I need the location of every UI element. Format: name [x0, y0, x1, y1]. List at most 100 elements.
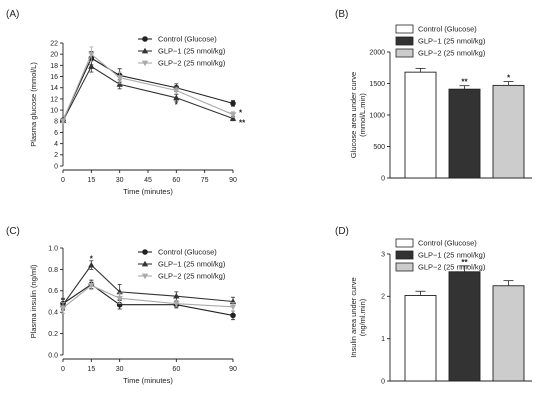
x-tick-label: 0: [61, 366, 65, 373]
data-point: [116, 75, 123, 81]
data-point: [88, 51, 95, 58]
legend-label: Control (Glucose): [418, 25, 477, 34]
legend-label: Control (Glucose): [158, 35, 217, 44]
data-point: [88, 261, 95, 268]
legend-marker: [141, 60, 149, 67]
legend-label: GLP−1 (25 nmol/kg): [158, 47, 226, 56]
y-axis-title: Glucose area under curve: [349, 72, 358, 158]
legend-label: Control (Glucose): [158, 248, 217, 257]
data-point: [173, 94, 180, 101]
bar: [404, 71, 437, 179]
legend-label: GLP−2 (25 nmol/kg): [158, 59, 226, 68]
panel-label-d: (D): [335, 226, 349, 237]
bar: [404, 295, 437, 382]
bar: [448, 271, 481, 382]
legend-label: Control (Glucose): [418, 239, 477, 248]
significance-marker: **: [461, 78, 468, 87]
legend-label: GLP−1 (25 nmol/kg): [158, 260, 226, 269]
y-tick-label: 0: [381, 175, 385, 182]
y-tick-label: 500: [373, 144, 385, 151]
y-axis-title: (mmol/L.min): [358, 93, 367, 137]
legend-marker: [141, 273, 149, 280]
y-tick-label: 16: [50, 74, 58, 81]
x-tick-label: 0: [61, 177, 65, 184]
y-tick-label: 10: [50, 107, 58, 114]
significance-marker: *: [507, 74, 511, 83]
bar: [492, 285, 525, 382]
insulin-line-chart: 0.0 0.2 0.4 0.6 0.8 1.0 0 15 30 60 90 Time (minutes…: [29, 245, 237, 385]
significance-marker: **: [239, 118, 246, 127]
x-axis-title: Time (minutes): [123, 187, 173, 196]
y-tick-label: 1500: [369, 81, 385, 88]
legend-label: GLP−2 (25 nmol/kg): [158, 272, 226, 281]
panel-label-b: (B): [335, 9, 348, 20]
legend-label: GLP−1 (25 nmol/kg): [418, 37, 486, 46]
data-point: [59, 305, 67, 312]
panel-label-a: (A): [6, 9, 19, 20]
y-tick-label: 0.0: [48, 352, 58, 359]
y-tick-label: 1.0: [48, 245, 58, 252]
y-tick-label: 2: [381, 294, 385, 301]
legend-label: GLP−2 (25 nmol/kg): [418, 263, 486, 272]
y-tick-label: 0.4: [48, 310, 58, 317]
x-tick-label: 15: [87, 366, 95, 373]
legend-swatch: [395, 238, 414, 248]
y-tick-label: 12: [50, 96, 58, 103]
y-tick-label: 2: [54, 152, 58, 159]
y-axis-title: (ng/ml.min): [358, 298, 367, 336]
y-tick-label: 1000: [369, 112, 385, 119]
x-tick-label: 45: [144, 177, 152, 184]
data-point: [173, 292, 180, 299]
y-tick-label: 6: [54, 130, 58, 137]
x-tick-label: 75: [201, 177, 209, 184]
y-tick-label: 14: [50, 85, 58, 92]
significance-marker: *: [239, 108, 243, 117]
y-tick-label: 8: [54, 119, 58, 126]
y-tick-label: 0.8: [48, 267, 58, 274]
x-tick-label: 30: [116, 366, 124, 373]
x-tick-label: 30: [116, 177, 124, 184]
x-tick-label: 90: [229, 366, 237, 373]
x-tick-label: 15: [87, 177, 95, 184]
data-point: [116, 295, 123, 302]
legend-swatch: [395, 36, 414, 46]
legend-label: GLP−1 (25 nmol/kg): [418, 251, 486, 260]
y-tick-label: 0: [381, 378, 385, 385]
y-tick-label: 0: [54, 163, 58, 170]
legend-marker: [141, 260, 149, 267]
x-axis-title: Time (minutes): [123, 376, 173, 385]
significance-marker: *: [175, 101, 179, 110]
bar: [448, 88, 481, 179]
significance-marker: **: [461, 258, 468, 267]
x-tick-label: 90: [229, 177, 237, 184]
x-tick-label: 60: [172, 366, 180, 373]
y-tick-label: 4: [54, 141, 58, 148]
significance-marker: *: [90, 255, 94, 264]
glucose-line-chart: 0 2 4 6 8 10 12 14 16 18 20 22 0 15 30 45 60 75 90 Time (mi…: [29, 35, 246, 196]
data-point: [88, 283, 95, 289]
legend-swatch: [395, 262, 414, 272]
legend-swatch: [395, 24, 414, 34]
x-tick-label: 60: [172, 177, 180, 184]
y-tick-label: 0.6: [48, 288, 58, 295]
data-point: [229, 112, 237, 118]
data-point: [230, 100, 236, 107]
series-line: [62, 65, 234, 121]
series-line: [62, 283, 234, 316]
legend-label: GLP−2 (25 nmol/kg): [418, 49, 486, 58]
y-tick-label: 20: [50, 52, 58, 59]
bar: [492, 84, 525, 179]
data-point: [173, 301, 180, 307]
y-tick-label: 1: [381, 336, 385, 343]
y-axis-title: Plasma insulin (ng/ml): [29, 264, 38, 338]
data-point: [230, 312, 236, 319]
y-axis-title: Plasma glucose (mmol/L): [29, 62, 38, 147]
legend-swatch: [395, 48, 414, 58]
y-tick-label: 18: [50, 63, 58, 70]
panel-label-c: (C): [6, 226, 20, 237]
glucose-auc-bar-chart: 0 500 1000 1500 2000 Glucose area under curve…: [349, 24, 532, 182]
legend-marker: [142, 36, 148, 42]
y-tick-label: 2000: [369, 49, 385, 56]
data-point: [116, 81, 123, 87]
